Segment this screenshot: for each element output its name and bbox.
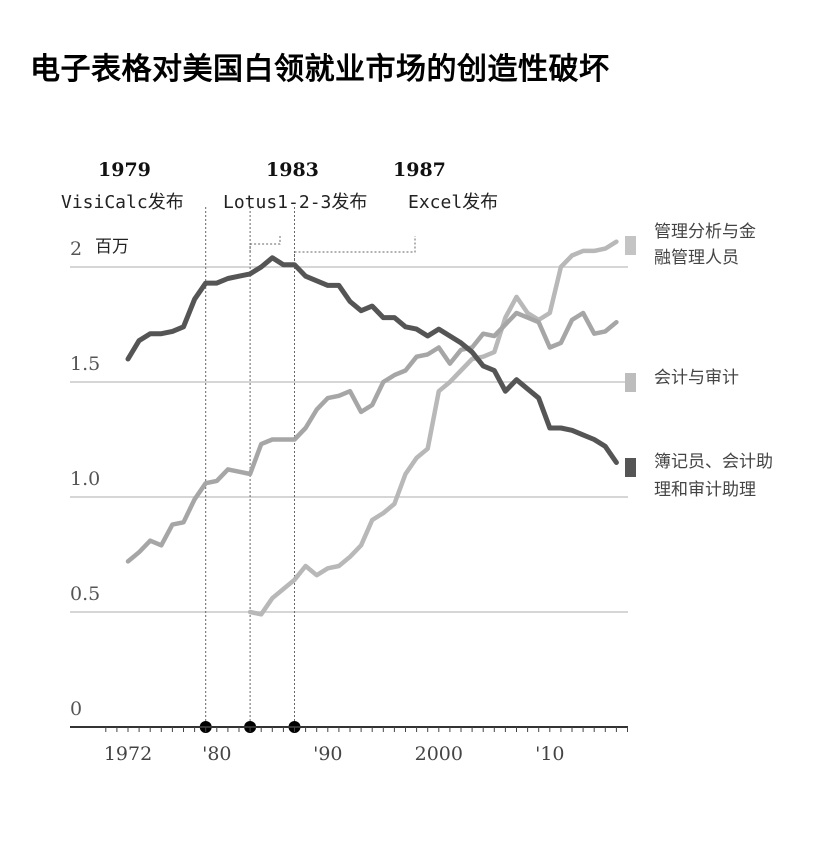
y-tick-label: 1.0 — [70, 468, 100, 490]
series-lines — [125, 239, 619, 617]
y-tick-label: 0 — [70, 698, 82, 720]
release-label: Excel发布 — [408, 192, 498, 213]
x-tick-label: '80 — [202, 743, 231, 765]
legend-label-line2: 融管理人员 — [654, 248, 739, 268]
x-tick-label: 1972 — [104, 743, 152, 765]
y-tick-label: 1.5 — [70, 353, 100, 375]
release-label: VisiCalc发布 — [61, 192, 184, 213]
series-line — [125, 310, 619, 564]
y-axis-labels: 0 0.5 1.0 1.5 2 百万 — [70, 237, 129, 720]
legend-swatch — [625, 458, 636, 477]
lotus-bracket — [249, 236, 281, 252]
release-year: 1987 — [393, 159, 446, 181]
legend-label-line2: 理和审计助理 — [654, 480, 756, 500]
y-tick-label: 2 — [70, 238, 82, 260]
x-tick-label: '90 — [313, 743, 342, 765]
legend-swatch — [625, 373, 636, 392]
gridlines — [70, 266, 628, 613]
series-line — [247, 239, 619, 617]
release-annotations: 1979 VisiCalc发布 1983 Lotus1-2-3发布 1987 Excel发… — [61, 159, 498, 213]
series-line — [125, 255, 619, 465]
release-label: Lotus1-2-3发布 — [223, 192, 367, 213]
x-tick-label: 2000 — [415, 743, 463, 765]
chart-title: 电子表格对美国白领就业市场的创造性破坏 — [30, 52, 610, 87]
release-year: 1983 — [266, 159, 319, 181]
excel-bracket — [294, 236, 416, 260]
x-tick-label: '10 — [535, 743, 564, 765]
legend-swatch — [625, 236, 636, 255]
unit-label: 百万 — [95, 237, 129, 257]
legend-label: 簿记员、会计助 — [654, 452, 773, 472]
legend-label: 管理分析与金 — [654, 222, 756, 242]
y-tick-label: 0.5 — [70, 583, 100, 605]
legend-label: 会计与审计 — [654, 368, 739, 388]
x-axis: 1972 '80 '90 2000 '10 — [70, 726, 628, 765]
release-year: 1979 — [98, 159, 151, 181]
